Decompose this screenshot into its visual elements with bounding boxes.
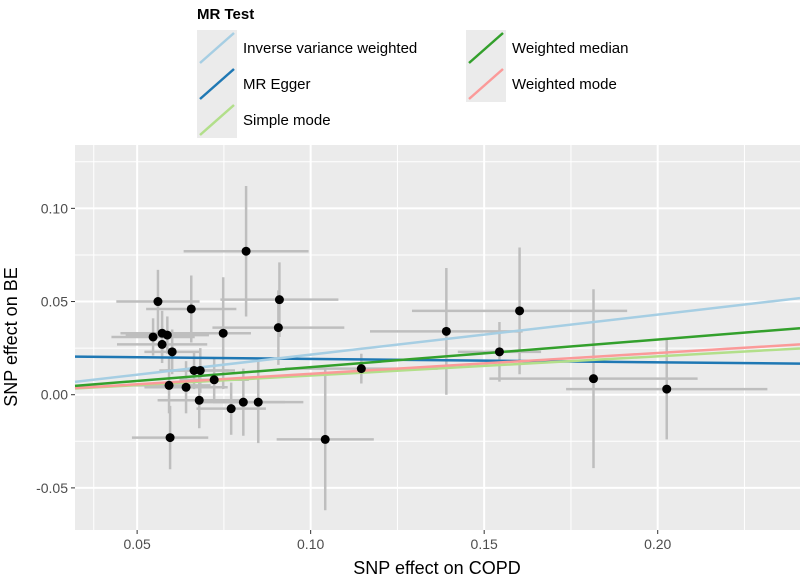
- legend-title: MR Test: [197, 6, 254, 23]
- y-tick-label: 0.05: [41, 294, 68, 310]
- data-point: [494, 347, 504, 357]
- data-point: [273, 323, 283, 333]
- legend: Inverse variance weighted MR Egger Simple …: [197, 30, 628, 138]
- legend-swatch: [468, 68, 504, 100]
- legend-label: Inverse variance weighted: [243, 40, 417, 57]
- x-axis-title: SNP effect on COPD: [353, 558, 520, 578]
- legend-label: Simple mode: [243, 112, 331, 129]
- data-point: [356, 364, 366, 374]
- legend-label: MR Egger: [243, 76, 311, 93]
- legend-swatch: [468, 32, 504, 64]
- axis-ticks: 0.05 0.10 0.15 0.20 -0.05 0.00 0.05 0.10: [36, 200, 671, 552]
- data-point: [181, 382, 191, 392]
- x-tick-label: 0.20: [644, 536, 671, 552]
- legend-swatch: [199, 32, 235, 64]
- data-point: [589, 374, 599, 384]
- line-weighted-mode: [74, 343, 800, 390]
- data-point: [238, 397, 248, 407]
- points: [148, 246, 672, 444]
- data-point: [218, 328, 228, 338]
- data-point: [209, 375, 219, 385]
- data-point: [157, 339, 167, 349]
- data-point: [194, 395, 204, 405]
- data-point: [195, 365, 205, 375]
- legend-swatch: [199, 68, 235, 100]
- data-point: [189, 365, 199, 375]
- data-point: [186, 304, 196, 314]
- grid: [75, 145, 800, 530]
- data-point: [162, 330, 172, 340]
- legend-label: Weighted mode: [512, 76, 617, 93]
- data-point: [441, 326, 451, 336]
- x-tick-label: 0.10: [297, 536, 324, 552]
- x-tick-label: 0.05: [123, 536, 150, 552]
- data-point: [320, 434, 330, 444]
- data-point: [148, 332, 158, 342]
- y-tick-label: -0.05: [36, 480, 68, 496]
- data-point: [241, 246, 251, 256]
- line-mr-egger: [74, 355, 800, 365]
- data-point: [515, 306, 525, 316]
- data-point: [165, 433, 175, 443]
- data-point: [274, 295, 284, 305]
- data-point: [253, 397, 263, 407]
- legend-label: Weighted median: [512, 40, 628, 57]
- data-point: [226, 404, 236, 414]
- y-tick-label: 0.00: [41, 387, 68, 403]
- line-weighted-median: [74, 326, 800, 388]
- data-point: [662, 384, 672, 394]
- data-point: [164, 380, 174, 390]
- y-tick-label: 0.10: [41, 200, 68, 216]
- legend-swatch: [199, 104, 235, 136]
- data-point: [153, 297, 163, 307]
- x-tick-label: 0.15: [471, 536, 498, 552]
- y-axis-title: SNP effect on BE: [1, 267, 21, 406]
- data-point: [167, 347, 177, 357]
